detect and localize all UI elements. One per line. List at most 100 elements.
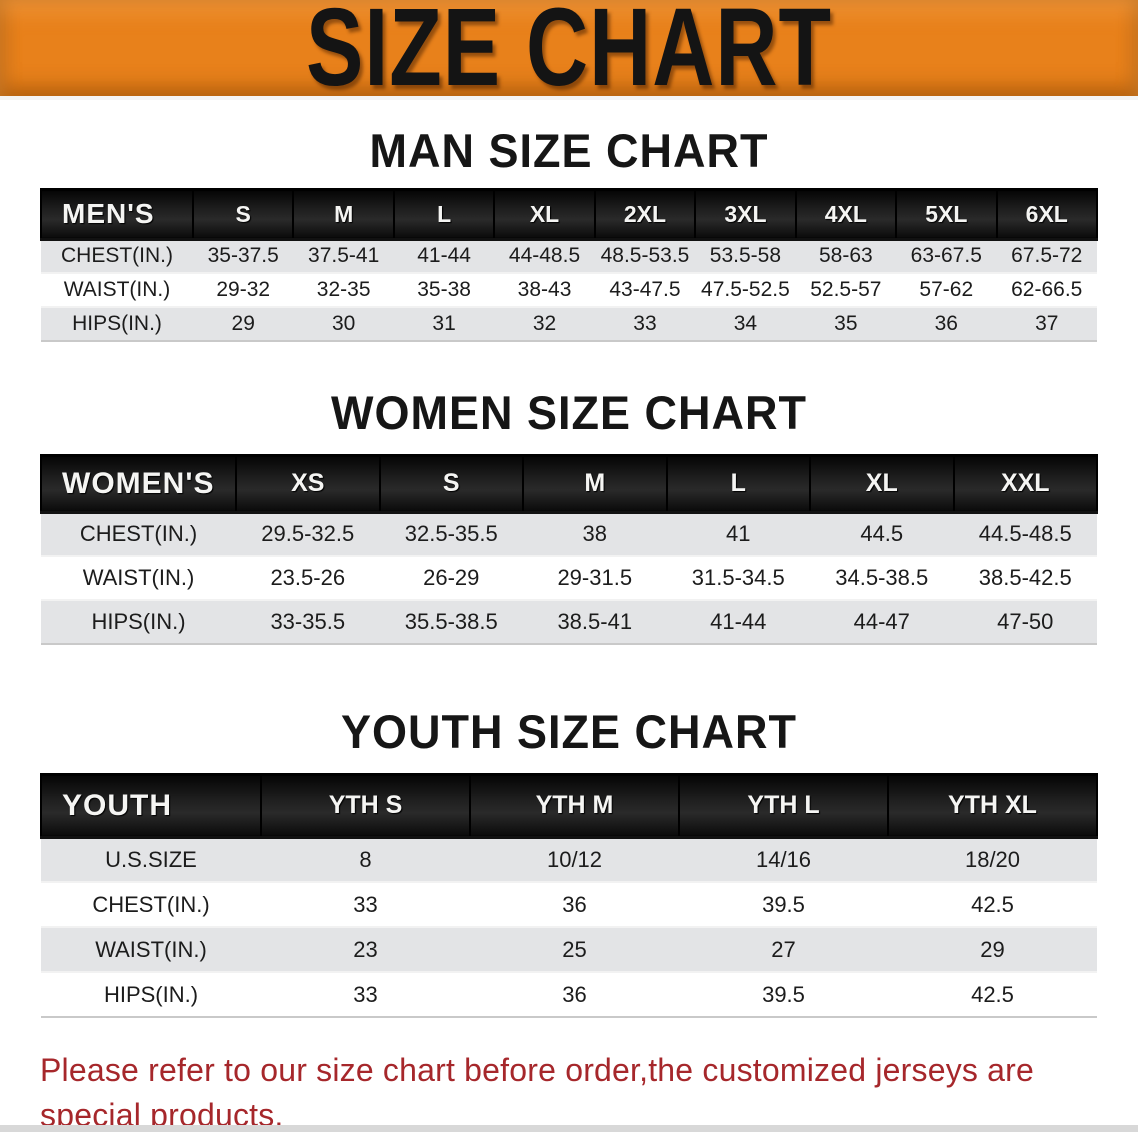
section-men: MAN SIZE CHART MEN'S S M L XL 2XL 3XL 4XL 5XL 6XL… xyxy=(0,125,1138,342)
measurement-label: HIPS(IN.) xyxy=(41,972,261,1018)
measurement-value: 33-35.5 xyxy=(236,600,380,645)
measurement-label: WAIST(IN.) xyxy=(41,927,261,973)
measurement-value: 36 xyxy=(470,882,679,928)
size-column-header: XS xyxy=(235,453,381,514)
measurement-value: 38.5-41 xyxy=(523,600,667,645)
measurement-value: 29 xyxy=(193,307,294,342)
size-column-header: 5XL xyxy=(895,187,998,241)
measurement-value: 52.5-57 xyxy=(795,273,897,308)
measurement-value: 38 xyxy=(523,512,667,557)
measurement-value: 8 xyxy=(261,837,470,883)
measurement-value: 10/12 xyxy=(470,837,679,883)
measurement-value: 32 xyxy=(494,307,595,342)
women-table-body: CHEST(IN.) 29.5-32.5 32.5-35.5 38 41 44.5 44.5… xyxy=(41,512,1097,645)
measurement-label: HIPS(IN.) xyxy=(41,307,193,342)
size-column-header: YTH L xyxy=(678,772,889,839)
measurement-value: 35-38 xyxy=(393,273,495,308)
measurement-value: 23 xyxy=(261,927,470,973)
measurement-value: 26-29 xyxy=(379,556,523,601)
order-disclaimer: Please refer to our size chart before or… xyxy=(40,1048,1138,1132)
measurement-value: 30 xyxy=(293,307,394,342)
measurement-value: 37 xyxy=(996,307,1097,342)
size-column-header: M xyxy=(522,453,668,514)
measurement-value: 35-37.5 xyxy=(193,239,294,274)
size-column-header: 4XL xyxy=(794,187,898,241)
measurement-value: 42.5 xyxy=(888,972,1097,1018)
measurement-value: 36 xyxy=(896,307,997,342)
measurement-row: CHEST(IN.) 33 36 39.5 42.5 xyxy=(41,882,1097,928)
measurement-row: CHEST(IN.) 29.5-32.5 32.5-35.5 38 41 44.5 44.5… xyxy=(41,512,1097,557)
men-size-table: MEN'S S M L XL 2XL 3XL 4XL 5XL 6XL CHEST(IN.) 35-3… xyxy=(40,187,1098,342)
measurement-label: CHEST(IN.) xyxy=(41,239,193,274)
measurement-value: 33 xyxy=(261,882,470,928)
table-header-row: WOMEN'S XS S M L XL XXL xyxy=(40,453,1098,514)
measurement-value: 58-63 xyxy=(795,239,897,274)
size-column-header: L xyxy=(665,453,811,514)
size-column-header: 2XL xyxy=(593,187,697,241)
measurement-row: CHEST(IN.) 35-37.5 37.5-41 41-44 44-48.5 48.5… xyxy=(41,239,1097,274)
measurement-value: 44.5 xyxy=(810,512,954,557)
youth-section-title: YOUTH SIZE CHART xyxy=(340,704,797,759)
measurement-value: 27 xyxy=(679,927,888,973)
men-table-header: MEN'S S M L XL 2XL 3XL 4XL 5XL 6XL xyxy=(40,187,1098,241)
table-header-row: MEN'S S M L XL 2XL 3XL 4XL 5XL 6XL xyxy=(40,187,1098,241)
measurement-row: WAIST(IN.) 23.5-26 26-29 29-31.5 31.5-34.5 34… xyxy=(41,556,1097,601)
measurement-value: 57-62 xyxy=(896,273,997,308)
banner: SIZE CHART xyxy=(0,0,1138,103)
measurement-value: 33 xyxy=(261,972,470,1018)
size-column-header: S xyxy=(378,453,524,514)
measurement-row: WAIST(IN.) 23 25 27 29 xyxy=(41,927,1097,973)
measurement-row: U.S.SIZE 8 10/12 14/16 18/20 xyxy=(41,837,1097,883)
table-header-row: YOUTH YTH S YTH M YTH L YTH XL xyxy=(40,772,1098,839)
measurement-value: 39.5 xyxy=(679,972,888,1018)
measurement-label: CHEST(IN.) xyxy=(41,512,236,557)
bottom-edge-strip xyxy=(0,1125,1138,1132)
measurement-value: 31 xyxy=(393,307,495,342)
size-column-header: YTH S xyxy=(260,772,471,839)
measurement-label: WAIST(IN.) xyxy=(41,273,193,308)
measurement-value: 25 xyxy=(470,927,679,973)
women-size-table: WOMEN'S XS S M L XL XXL CHEST(IN.) 29.5-32.5 32.… xyxy=(40,453,1098,645)
measurement-value: 41 xyxy=(666,512,810,557)
measurement-value: 37.5-41 xyxy=(293,239,394,274)
size-column-header: L xyxy=(392,187,496,241)
size-column-header: YTH XL xyxy=(887,772,1098,839)
measurement-value: 35.5-38.5 xyxy=(379,600,523,645)
measurement-value: 47.5-52.5 xyxy=(695,273,796,308)
measurement-value: 47-50 xyxy=(953,600,1097,645)
size-column-header: 3XL xyxy=(694,187,797,241)
measurement-value: 42.5 xyxy=(888,882,1097,928)
measurement-value: 67.5-72 xyxy=(996,239,1097,274)
measurement-value: 38-43 xyxy=(494,273,595,308)
measurement-value: 44-47 xyxy=(810,600,954,645)
measurement-row: HIPS(IN.) 33-35.5 35.5-38.5 38.5-41 41-44 44-… xyxy=(41,600,1097,645)
measurement-value: 43-47.5 xyxy=(594,273,696,308)
youth-size-table: YOUTH YTH S YTH M YTH L YTH XL U.S.SIZE 8 10/1… xyxy=(40,772,1098,1018)
size-column-header: XL xyxy=(809,453,955,514)
size-column-header: M xyxy=(292,187,395,241)
measurement-value: 38.5-42.5 xyxy=(953,556,1097,601)
size-column-header: YTH M xyxy=(469,772,680,839)
measurement-value: 41-44 xyxy=(393,239,495,274)
measurement-value: 62-66.5 xyxy=(996,273,1097,308)
size-column-header: XXL xyxy=(952,453,1098,514)
size-column-header: XL xyxy=(493,187,596,241)
measurement-value: 31.5-34.5 xyxy=(666,556,810,601)
measurement-value: 32.5-35.5 xyxy=(379,512,523,557)
measurement-value: 33 xyxy=(594,307,696,342)
measurement-value: 34.5-38.5 xyxy=(810,556,954,601)
section-women: WOMEN SIZE CHART WOMEN'S XS S M L XL XXL CHEST… xyxy=(0,387,1138,645)
measurement-value: 32-35 xyxy=(293,273,394,308)
measurement-value: 18/20 xyxy=(888,837,1097,883)
measurement-value: 29-31.5 xyxy=(523,556,667,601)
measurement-value: 14/16 xyxy=(679,837,888,883)
measurement-row: HIPS(IN.) 33 36 39.5 42.5 xyxy=(41,972,1097,1018)
measurement-value: 44.5-48.5 xyxy=(953,512,1097,557)
measurement-value: 63-67.5 xyxy=(896,239,997,274)
disclaimer-line-1: Please refer to our size chart before or… xyxy=(40,1052,1035,1132)
measurement-row: WAIST(IN.) 29-32 32-35 35-38 38-43 43-47.5 47.… xyxy=(41,273,1097,308)
table-group-label: YOUTH xyxy=(40,772,262,839)
measurement-label: U.S.SIZE xyxy=(41,837,261,883)
measurement-value: 39.5 xyxy=(679,882,888,928)
